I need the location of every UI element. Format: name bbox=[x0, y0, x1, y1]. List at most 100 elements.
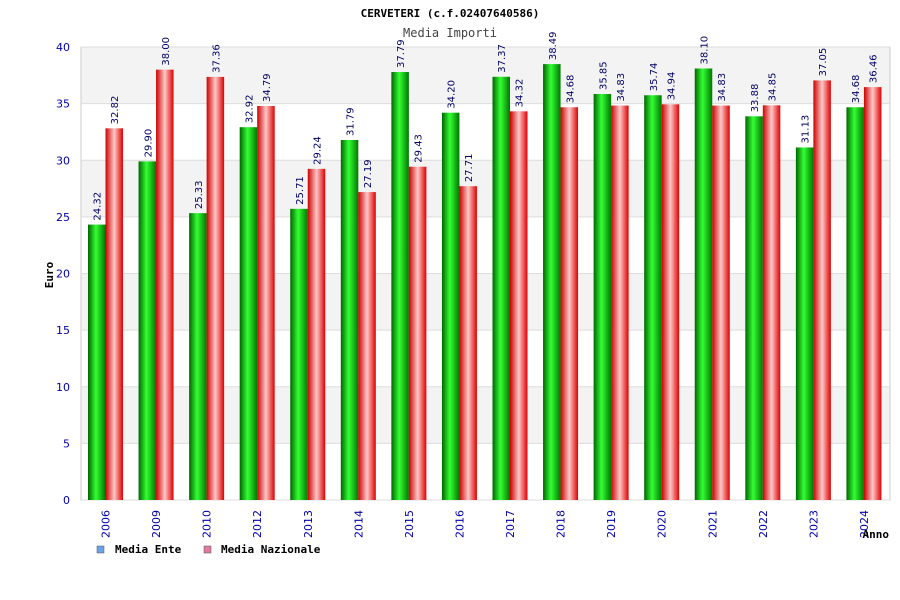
bar-media-nazionale-2006 bbox=[105, 128, 123, 500]
x-tick-label-2017: 2017 bbox=[504, 510, 517, 538]
y-tick-label: 15 bbox=[56, 324, 70, 337]
y-tick-label: 0 bbox=[63, 494, 70, 507]
bars bbox=[88, 64, 882, 501]
value-label-media-nazionale-2021: 34.83 bbox=[717, 73, 728, 102]
value-labels: 24.32 32.82 29.90 38.00 25.33 37.36 32.92 34.79… bbox=[93, 31, 880, 220]
bar-media-nazionale-2021 bbox=[712, 105, 730, 501]
value-label-media-ente-2009: 29.90 bbox=[143, 129, 154, 158]
value-label-media-ente-2012: 32.92 bbox=[244, 95, 255, 124]
value-label-media-ente-2006: 24.32 bbox=[93, 192, 104, 221]
x-tick-label-2022: 2022 bbox=[757, 510, 770, 538]
bar-media-nazionale-2015 bbox=[408, 166, 427, 500]
bar-media-ente-2010 bbox=[189, 213, 207, 500]
y-tick-label: 20 bbox=[56, 268, 70, 281]
bar-media-ente-2013 bbox=[290, 208, 308, 501]
value-label-media-ente-2014: 31.79 bbox=[346, 107, 357, 136]
legend-label-media-ente: Media Ente bbox=[115, 543, 182, 556]
bar-media-ente-2016 bbox=[441, 112, 460, 500]
value-label-media-nazionale-2009: 38.00 bbox=[161, 37, 172, 66]
value-label-media-nazionale-2022: 34.85 bbox=[768, 73, 779, 102]
bar-media-nazionale-2017 bbox=[510, 111, 528, 501]
value-label-media-ente-2018: 38.49 bbox=[548, 31, 559, 60]
value-label-media-ente-2013: 25.71 bbox=[295, 176, 306, 205]
value-label-media-ente-2021: 38.10 bbox=[700, 36, 711, 65]
value-label-media-ente-2019: 35.85 bbox=[598, 61, 609, 90]
chart-subtitle: Media Importi bbox=[403, 26, 497, 40]
legend-swatch-media-ente bbox=[96, 545, 105, 554]
bar-media-nazionale-2020 bbox=[661, 104, 680, 500]
value-label-media-nazionale-2016: 27.71 bbox=[464, 154, 475, 183]
x-tick-label-2024: 2024 bbox=[858, 510, 871, 538]
bar-media-ente-2014 bbox=[340, 139, 359, 500]
x-tick-label-2020: 2020 bbox=[656, 510, 669, 538]
value-label-media-nazionale-2013: 29.24 bbox=[313, 136, 324, 165]
bar-media-ente-2024 bbox=[846, 107, 864, 501]
value-label-media-nazionale-2023: 37.05 bbox=[818, 48, 829, 77]
value-label-media-ente-2020: 35.74 bbox=[649, 63, 660, 92]
bar-media-ente-2009 bbox=[138, 161, 157, 500]
y-tick-label: 40 bbox=[56, 41, 70, 54]
value-label-media-nazionale-2020: 34.94 bbox=[666, 72, 677, 101]
bar-media-ente-2015 bbox=[391, 72, 409, 500]
x-tick-label-2015: 2015 bbox=[403, 510, 416, 538]
y-tick-label: 35 bbox=[56, 98, 70, 111]
value-label-media-nazionale-2010: 37.36 bbox=[211, 44, 222, 73]
bar-media-ente-2006 bbox=[88, 224, 106, 501]
x-tick-label-2010: 2010 bbox=[201, 510, 214, 538]
value-label-media-ente-2017: 37.37 bbox=[497, 44, 508, 73]
value-label-media-nazionale-2017: 34.32 bbox=[515, 79, 526, 108]
bar-media-nazionale-2010 bbox=[206, 76, 225, 500]
bar-media-nazionale-2009 bbox=[156, 69, 174, 501]
value-label-media-nazionale-2012: 34.79 bbox=[262, 73, 273, 102]
bar-media-ente-2023 bbox=[795, 147, 814, 500]
bar-media-nazionale-2019 bbox=[611, 105, 629, 501]
x-tick-label-2014: 2014 bbox=[352, 510, 365, 538]
value-label-media-ente-2015: 37.79 bbox=[396, 39, 407, 68]
bar-media-ente-2020 bbox=[644, 95, 662, 500]
bar-media-nazionale-2022 bbox=[762, 105, 781, 500]
value-label-media-nazionale-2006: 32.82 bbox=[110, 96, 121, 125]
legend-swatch-media-nazionale bbox=[203, 545, 212, 554]
bar-media-ente-2019 bbox=[593, 93, 612, 500]
legend-label-media-nazionale: Media Nazionale bbox=[221, 543, 321, 556]
x-tick-label-2016: 2016 bbox=[453, 510, 466, 538]
x-tick-label-2013: 2013 bbox=[302, 510, 315, 538]
bar-media-ente-2022 bbox=[745, 116, 763, 501]
legend: Media Ente Media Nazionale bbox=[96, 543, 321, 556]
bar-media-ente-2018 bbox=[543, 64, 561, 500]
value-label-media-ente-2016: 34.20 bbox=[447, 80, 458, 109]
y-axis-label: Euro bbox=[43, 261, 56, 288]
bar-media-nazionale-2018 bbox=[560, 107, 579, 501]
chart-title: CERVETERI (c.f.02407640586) bbox=[361, 7, 540, 20]
x-tick-label-2009: 2009 bbox=[150, 510, 163, 538]
bar-media-nazionale-2013 bbox=[307, 168, 326, 500]
bar-media-ente-2012 bbox=[239, 127, 258, 500]
value-label-media-nazionale-2014: 27.19 bbox=[363, 159, 374, 188]
value-label-media-nazionale-2019: 34.83 bbox=[616, 73, 627, 102]
value-label-media-ente-2010: 25.33 bbox=[194, 180, 205, 209]
x-tick-label-2018: 2018 bbox=[555, 510, 568, 538]
value-label-media-ente-2022: 33.88 bbox=[750, 84, 761, 113]
bar-media-nazionale-2023 bbox=[813, 80, 831, 500]
y-tick-label: 10 bbox=[56, 381, 70, 394]
bar-media-nazionale-2024 bbox=[863, 87, 882, 500]
x-tick-label-2019: 2019 bbox=[605, 510, 618, 538]
bar-media-nazionale-2016 bbox=[459, 186, 477, 500]
x-axis-label: Anno bbox=[863, 528, 890, 541]
y-tick-label: 5 bbox=[63, 437, 70, 450]
x-tick-label-2012: 2012 bbox=[251, 510, 264, 538]
value-label-media-nazionale-2024: 36.46 bbox=[869, 54, 880, 83]
bar-media-nazionale-2014 bbox=[358, 192, 376, 501]
y-tick-label: 30 bbox=[56, 154, 70, 167]
x-tick-label-2021: 2021 bbox=[706, 510, 719, 538]
bar-media-ente-2017 bbox=[492, 76, 510, 500]
x-tick-label-2023: 2023 bbox=[807, 510, 820, 538]
x-tick-label-2006: 2006 bbox=[100, 510, 113, 538]
value-label-media-ente-2023: 31.13 bbox=[801, 115, 812, 144]
value-label-media-ente-2024: 34.68 bbox=[851, 75, 862, 104]
x-axis-ticks: 2006 2009 2010 2012 2013 2014 2015 2016 2017 2018… bbox=[100, 510, 871, 538]
value-label-media-nazionale-2015: 29.43 bbox=[414, 134, 425, 163]
y-tick-label: 25 bbox=[56, 211, 70, 224]
bar-media-nazionale-2012 bbox=[257, 106, 275, 501]
